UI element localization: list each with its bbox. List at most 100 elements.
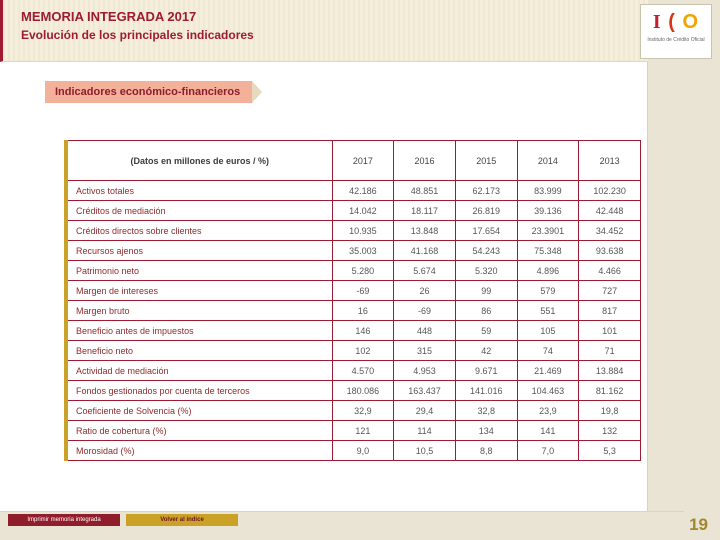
value-cell: 727 xyxy=(578,280,641,301)
value-cell: 180.086 xyxy=(331,380,395,401)
print-report-button[interactable]: Imprimir memoria integrada xyxy=(8,514,120,526)
value-cell: 59 xyxy=(454,320,518,341)
table-row: Fondos gestionados por cuenta de tercero… xyxy=(64,380,641,401)
value-cell: 5.674 xyxy=(393,260,456,281)
logo-caption: Instituto de Crédito Oficial xyxy=(647,37,705,43)
value-cell: 5,3 xyxy=(578,440,641,461)
value-cell: 83.999 xyxy=(516,180,580,201)
value-cell: 18.117 xyxy=(393,200,456,221)
row-label: Ratio de cobertura (%) xyxy=(64,420,333,441)
value-cell: -69 xyxy=(331,280,395,301)
value-cell: 5.280 xyxy=(331,260,395,281)
value-cell: 23.3901 xyxy=(516,220,580,241)
value-cell: 102.230 xyxy=(578,180,641,201)
value-cell: 13.848 xyxy=(393,220,456,241)
value-cell: 104.463 xyxy=(516,380,580,401)
value-cell: 121 xyxy=(331,420,395,441)
logo-letter-o: O xyxy=(682,11,700,33)
value-cell: 102 xyxy=(331,340,395,361)
value-cell: 4.953 xyxy=(393,360,456,381)
value-cell: 579 xyxy=(516,280,580,301)
value-cell: 29,4 xyxy=(393,400,456,421)
value-cell: 101 xyxy=(578,320,641,341)
table-row: Margen bruto 16 -69 86 551 817 xyxy=(64,300,641,321)
value-cell: 26 xyxy=(393,280,456,301)
section-title-label: Indicadores económico-financieros xyxy=(55,86,241,98)
table-row: Margen de intereses -69 26 99 579 727 xyxy=(64,280,641,301)
value-cell: 448 xyxy=(393,320,456,341)
value-cell: 32,9 xyxy=(331,400,395,421)
value-cell: 146 xyxy=(331,320,395,341)
row-label: Activos totales xyxy=(64,180,333,201)
section-title: Indicadores económico-financieros xyxy=(45,81,263,103)
value-cell: 34.452 xyxy=(578,220,641,241)
row-label: Recursos ajenos xyxy=(64,240,333,261)
ico-logo: I ( O Instituto de Crédito Oficial xyxy=(640,4,712,59)
value-cell: 39.136 xyxy=(516,200,580,221)
value-cell: 551 xyxy=(516,300,580,321)
value-cell: 134 xyxy=(454,420,518,441)
year-column-header: 2016 xyxy=(393,140,456,181)
row-label: Créditos de mediación xyxy=(64,200,333,221)
value-cell: 141 xyxy=(516,420,580,441)
value-cell: 21.469 xyxy=(516,360,580,381)
value-cell: 71 xyxy=(578,340,641,361)
year-column-header: 2013 xyxy=(578,140,641,181)
table-row: Ratio de cobertura (%) 121 114 134 141 132 xyxy=(64,420,641,441)
table-header-row: (Datos en millones de euros / %) 2017 201… xyxy=(64,140,641,181)
table-row: Coeficiente de Solvencia (%) 32,9 29,4 32,8… xyxy=(64,400,641,421)
value-cell: 41.168 xyxy=(393,240,456,261)
value-cell: -69 xyxy=(393,300,456,321)
page-number: 19 xyxy=(689,515,708,534)
value-cell: 35.003 xyxy=(331,240,395,261)
page-subtitle: Evolución de los principales indicadores xyxy=(21,28,254,42)
value-cell: 75.348 xyxy=(516,240,580,261)
value-cell: 14.042 xyxy=(331,200,395,221)
value-cell: 9,0 xyxy=(331,440,395,461)
value-cell: 86 xyxy=(454,300,518,321)
value-cell: 13.884 xyxy=(578,360,641,381)
value-cell: 163.437 xyxy=(393,380,456,401)
table-row: Créditos directos sobre clientes 10.935 13… xyxy=(64,220,641,241)
table-row: Beneficio antes de impuestos 146 448 59 105 1… xyxy=(64,320,641,341)
table-row: Activos totales 42.186 48.851 62.173 83.999 1… xyxy=(64,180,641,201)
value-cell: 23,9 xyxy=(516,400,580,421)
value-cell: 19,8 xyxy=(578,400,641,421)
section-arrow-icon xyxy=(252,81,263,103)
back-to-index-button[interactable]: Volver al índice xyxy=(126,514,238,526)
value-cell: 10,5 xyxy=(393,440,456,461)
row-label: Actividad de mediación xyxy=(64,360,333,381)
table-row: Patrimonio neto 5.280 5.674 5.320 4.896 4.466 xyxy=(64,260,641,281)
row-label: Patrimonio neto xyxy=(64,260,333,281)
value-cell: 105 xyxy=(516,320,580,341)
content-panel: Indicadores económico-financieros (Datos… xyxy=(0,62,648,512)
value-cell: 8,8 xyxy=(454,440,518,461)
row-label: Margen bruto xyxy=(64,300,333,321)
ico-logo-glyphs: I ( O xyxy=(641,12,711,32)
logo-letter-c: ( xyxy=(668,11,676,33)
table-unit-label: (Datos en millones de euros / %) xyxy=(64,140,333,181)
value-cell: 16 xyxy=(331,300,395,321)
value-cell: 62.173 xyxy=(454,180,518,201)
row-label: Beneficio neto xyxy=(64,340,333,361)
value-cell: 93.638 xyxy=(578,240,641,261)
table-row: Actividad de mediación 4.570 4.953 9.671 21.… xyxy=(64,360,641,381)
value-cell: 17.654 xyxy=(454,220,518,241)
table-row: Créditos de mediación 14.042 18.117 26.819 3… xyxy=(64,200,641,221)
year-column-header: 2017 xyxy=(331,140,395,181)
value-cell: 42.186 xyxy=(331,180,395,201)
row-label: Margen de intereses xyxy=(64,280,333,301)
value-cell: 315 xyxy=(393,340,456,361)
value-cell: 7,0 xyxy=(516,440,580,461)
value-cell: 4.896 xyxy=(516,260,580,281)
value-cell: 132 xyxy=(578,420,641,441)
value-cell: 114 xyxy=(393,420,456,441)
year-column-header: 2014 xyxy=(516,140,580,181)
value-cell: 26.819 xyxy=(454,200,518,221)
table-row: Beneficio neto 102 315 42 74 71 xyxy=(64,340,641,361)
value-cell: 9.671 xyxy=(454,360,518,381)
value-cell: 48.851 xyxy=(393,180,456,201)
value-cell: 42 xyxy=(454,340,518,361)
footer-divider xyxy=(0,511,684,512)
page-title: MEMORIA INTEGRADA 2017 xyxy=(21,9,197,24)
